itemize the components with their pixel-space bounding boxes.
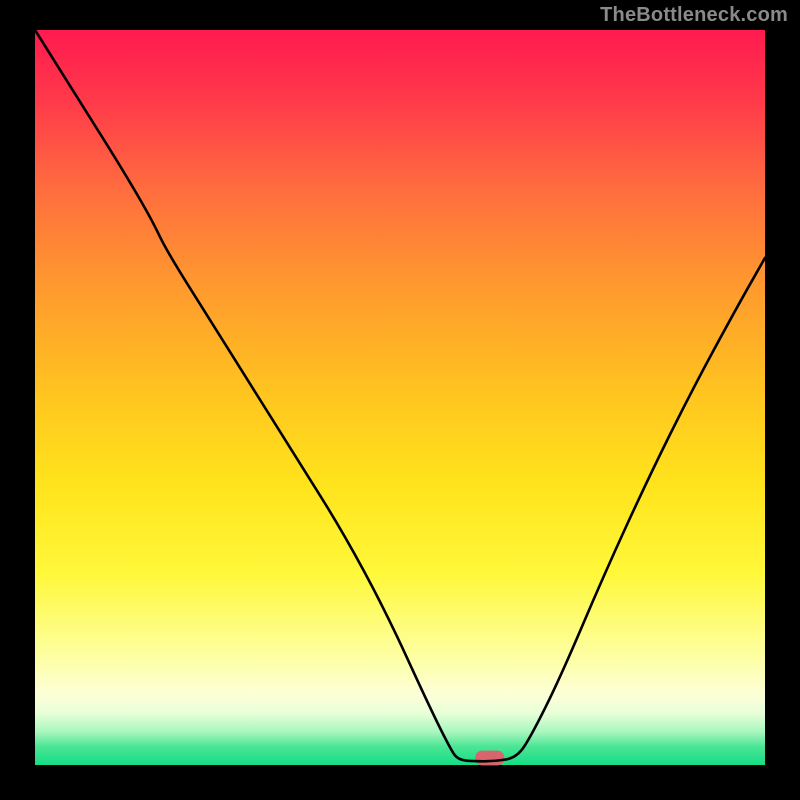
heatmap-background xyxy=(35,30,765,765)
optimum-marker xyxy=(475,751,504,766)
bottleneck-chart xyxy=(0,0,800,800)
watermark-text: TheBottleneck.com xyxy=(600,4,788,27)
chart-canvas: { "watermark": { "text": "TheBottleneck.… xyxy=(0,0,800,800)
